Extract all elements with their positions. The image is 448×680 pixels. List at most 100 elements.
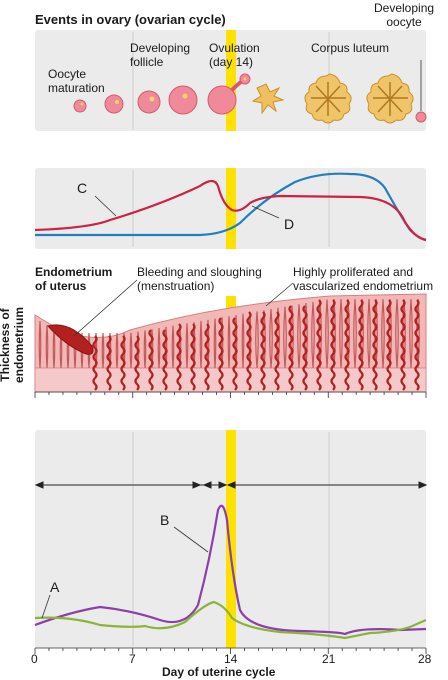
spiral-artery <box>134 335 140 391</box>
pointer-bleeding <box>73 279 138 337</box>
gland <box>115 332 119 369</box>
x-tick-0: 0 <box>31 652 38 666</box>
spiral-artery <box>358 299 364 391</box>
x-tick-7: 7 <box>129 652 136 666</box>
spiral-artery <box>232 317 238 391</box>
gland <box>185 323 189 369</box>
label-b: B <box>160 512 170 528</box>
gland <box>227 316 231 369</box>
spiral-artery <box>386 299 392 391</box>
gland <box>38 320 42 369</box>
gland <box>136 331 140 369</box>
gland <box>367 298 371 369</box>
label-bleeding: Bleeding and sloughing (menstruation) <box>137 265 262 293</box>
curve-a <box>34 600 427 640</box>
gland <box>283 306 287 369</box>
gland <box>80 332 84 369</box>
gland <box>122 332 126 369</box>
spiral-artery <box>176 323 182 391</box>
gland <box>157 328 161 369</box>
spiral-artery <box>148 329 154 391</box>
y-axis-label-endometrium: Thickness of endometrium <box>0 307 26 384</box>
gland <box>241 313 245 369</box>
ovary-title: Events in ovary (ovarian cycle) <box>35 12 226 27</box>
x-tick-21: 21 <box>322 652 336 666</box>
spiral-artery <box>246 311 252 391</box>
oocyte-stage-1 <box>73 99 87 113</box>
endometrium-title: Endometrium of uterus <box>35 265 113 293</box>
spiral-artery <box>316 299 322 391</box>
oocyte-stage-2 <box>104 94 124 114</box>
label-a: A <box>50 579 60 595</box>
spiral-artery <box>92 335 98 391</box>
ovulation-band-ovary <box>226 30 236 131</box>
spiral-artery <box>344 299 350 391</box>
label-c: C <box>77 180 88 196</box>
early-corpus-luteum <box>251 83 285 115</box>
spiral-artery <box>260 311 266 391</box>
gland <box>297 304 301 369</box>
x-tick-28: 28 <box>418 652 432 666</box>
sloughed-tissue <box>47 324 94 355</box>
label-developing-follicle: Developing follicle <box>130 41 191 69</box>
label-d: D <box>284 216 295 232</box>
pointer-a <box>41 594 51 619</box>
curve-c <box>34 179 427 242</box>
gland <box>311 301 315 369</box>
spiral-artery <box>302 305 308 391</box>
corpus-luteum-2 <box>366 73 414 124</box>
gland <box>353 298 357 369</box>
gland <box>171 325 175 369</box>
gland <box>395 298 399 369</box>
spiral-artery <box>190 323 196 391</box>
gland <box>143 330 147 369</box>
gland <box>108 332 112 369</box>
spiral-artery <box>330 299 336 391</box>
spiral-artery <box>106 335 112 391</box>
gland <box>45 325 49 369</box>
gland <box>409 298 413 369</box>
gland <box>150 329 154 369</box>
gland <box>129 332 133 369</box>
gland <box>199 320 203 369</box>
gland <box>255 311 259 369</box>
spiral-artery <box>120 335 126 391</box>
spiral-artery <box>218 317 224 391</box>
spiral-artery <box>288 305 294 391</box>
developing-follicle-large <box>168 85 198 115</box>
label-corpus-luteum: Corpus luteum <box>311 41 390 55</box>
spiral-artery <box>204 323 210 391</box>
label-oocyte-maturation: Oocyte maturation <box>48 67 105 95</box>
spiral-artery <box>414 299 420 391</box>
gland <box>164 326 168 369</box>
ovulating-follicle <box>207 73 251 115</box>
developing-follicle-small <box>137 90 161 114</box>
ovulation-band-bottom <box>226 430 236 648</box>
gland <box>101 332 105 369</box>
spiral-arteries <box>92 299 420 391</box>
pointer-proliferated <box>265 282 294 307</box>
phase-arrows <box>34 481 428 489</box>
pointer-d <box>251 205 280 219</box>
spiral-artery <box>400 299 406 391</box>
pointer-b <box>173 526 209 553</box>
x-axis-title: Day of uterine cycle <box>162 665 276 679</box>
pointer-c <box>94 195 117 217</box>
label-proliferated: Highly proliferated and vascularized end… <box>293 265 434 293</box>
gland <box>213 318 217 369</box>
spiral-artery <box>274 311 280 391</box>
spiral-artery <box>372 299 378 391</box>
gland <box>339 298 343 369</box>
spiral-artery <box>162 329 168 391</box>
gland <box>94 332 98 369</box>
gland <box>87 332 91 369</box>
gland <box>269 308 273 369</box>
label-ovulation: Ovulation (day 14) <box>209 41 260 69</box>
gland <box>381 298 385 369</box>
developing-oocyte-new <box>415 60 427 123</box>
x-tick-14: 14 <box>224 652 238 666</box>
label-developing-oocyte: Developing oocyte <box>374 1 435 29</box>
gland <box>325 299 329 369</box>
curve-b <box>34 504 427 636</box>
